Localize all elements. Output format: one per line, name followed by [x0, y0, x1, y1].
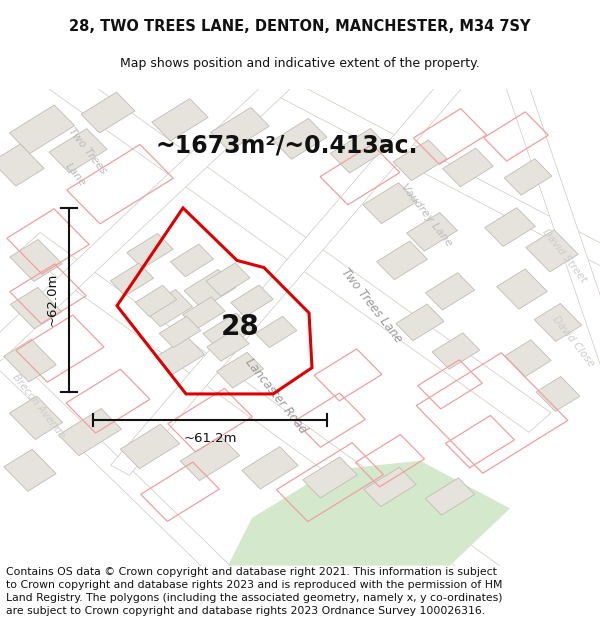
Polygon shape — [536, 376, 580, 411]
Polygon shape — [331, 129, 389, 173]
Polygon shape — [110, 60, 478, 476]
Polygon shape — [143, 289, 193, 327]
Polygon shape — [432, 333, 480, 369]
Polygon shape — [159, 316, 201, 348]
Polygon shape — [203, 313, 253, 351]
Polygon shape — [207, 329, 249, 361]
Polygon shape — [363, 182, 417, 224]
Polygon shape — [170, 244, 214, 277]
Polygon shape — [49, 129, 107, 173]
Text: ~62.0m: ~62.0m — [46, 273, 59, 326]
Polygon shape — [0, 144, 44, 186]
Polygon shape — [364, 468, 416, 507]
Polygon shape — [0, 59, 309, 381]
Polygon shape — [4, 339, 56, 382]
Polygon shape — [10, 288, 62, 329]
Polygon shape — [20, 232, 520, 598]
Polygon shape — [242, 447, 298, 489]
Text: ~1673m²/~0.413ac.: ~1673m²/~0.413ac. — [156, 134, 419, 158]
Polygon shape — [10, 396, 62, 439]
Text: Contains OS data © Crown copyright and database right 2021. This information is : Contains OS data © Crown copyright and d… — [6, 567, 503, 616]
Polygon shape — [425, 272, 475, 310]
Polygon shape — [407, 213, 457, 251]
Polygon shape — [10, 239, 62, 281]
Polygon shape — [505, 340, 551, 377]
Polygon shape — [81, 92, 135, 133]
Polygon shape — [231, 285, 273, 317]
Polygon shape — [485, 208, 535, 246]
Polygon shape — [273, 118, 327, 159]
Text: David Street: David Street — [540, 227, 588, 284]
Polygon shape — [127, 234, 173, 268]
Text: David Close: David Close — [550, 314, 596, 369]
Polygon shape — [228, 461, 510, 566]
Text: Two Trees Lane: Two Trees Lane — [339, 266, 405, 346]
Polygon shape — [135, 285, 177, 317]
Polygon shape — [110, 263, 154, 296]
Text: 28, TWO TREES LANE, DENTON, MANCHESTER, M34 7SY: 28, TWO TREES LANE, DENTON, MANCHESTER, … — [69, 19, 531, 34]
Polygon shape — [183, 297, 225, 329]
Polygon shape — [184, 269, 236, 309]
Polygon shape — [393, 140, 447, 181]
Text: Lane: Lane — [63, 161, 87, 188]
Text: Brecon Avenue: Brecon Avenue — [11, 372, 67, 440]
Polygon shape — [155, 337, 205, 374]
Polygon shape — [497, 269, 547, 309]
Polygon shape — [377, 241, 427, 280]
Polygon shape — [217, 352, 263, 388]
Text: ~61.2m: ~61.2m — [183, 432, 237, 445]
Polygon shape — [534, 304, 582, 341]
Polygon shape — [425, 478, 475, 515]
Text: Map shows position and indicative extent of the property.: Map shows position and indicative extent… — [120, 58, 480, 71]
Polygon shape — [526, 230, 578, 272]
Polygon shape — [255, 316, 297, 348]
Text: Lancaster Road: Lancaster Road — [242, 356, 310, 436]
Polygon shape — [4, 449, 56, 491]
Polygon shape — [49, 69, 551, 432]
Polygon shape — [396, 304, 444, 341]
Polygon shape — [121, 424, 179, 469]
Text: 28: 28 — [221, 313, 259, 341]
Polygon shape — [59, 409, 121, 456]
Polygon shape — [152, 99, 208, 141]
Polygon shape — [181, 436, 239, 481]
Polygon shape — [211, 107, 269, 151]
Polygon shape — [504, 159, 552, 195]
Text: Two Trees: Two Trees — [66, 126, 108, 176]
Polygon shape — [0, 321, 249, 595]
Polygon shape — [302, 457, 358, 498]
Polygon shape — [443, 148, 493, 187]
Polygon shape — [233, 57, 600, 278]
Text: Vaudrey Lane: Vaudrey Lane — [398, 182, 454, 248]
Polygon shape — [499, 62, 600, 472]
Polygon shape — [10, 105, 74, 154]
Polygon shape — [206, 263, 250, 296]
